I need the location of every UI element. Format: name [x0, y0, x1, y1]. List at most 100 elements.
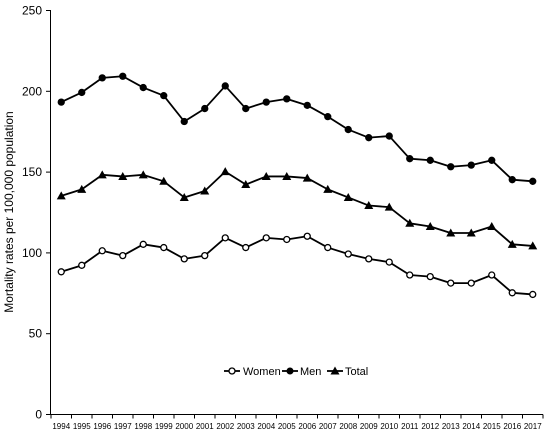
x-tick-label: 2004 — [257, 422, 275, 431]
x-tick-label: 2015 — [483, 422, 501, 431]
x-tick-label: 2017 — [524, 422, 542, 431]
x-tick-label: 1997 — [114, 422, 132, 431]
y-tick-label: 150 — [22, 165, 42, 179]
total-point-2003 — [241, 180, 251, 189]
women-point-2011 — [406, 271, 414, 279]
total-point-1998 — [138, 170, 148, 179]
total-point-2010 — [384, 202, 394, 211]
men-point-2008 — [344, 125, 352, 134]
x-tick-label: 2003 — [237, 422, 255, 431]
x-tick-label: 2002 — [216, 422, 234, 431]
women-point-2005 — [283, 235, 291, 244]
x-tick-label: 2000 — [175, 422, 193, 431]
x-tick-label: 1994 — [52, 422, 70, 431]
total-point-2004 — [261, 171, 271, 180]
x-tick-label: 1999 — [155, 422, 173, 431]
men-point-1997 — [119, 72, 127, 80]
legend: Women Men Total — [224, 366, 368, 378]
women-point-2006 — [303, 232, 311, 240]
total-point-1995 — [77, 184, 87, 193]
men-point-2005 — [283, 95, 291, 103]
total-point-2001 — [200, 186, 210, 195]
x-tick-label: 2008 — [339, 422, 357, 431]
y-tick-label: 100 — [22, 246, 42, 260]
legend-item-total: Total — [327, 366, 368, 378]
legend-total-label: Total — [345, 366, 368, 378]
men-point-2002 — [221, 82, 229, 90]
total-point-1997 — [118, 171, 128, 180]
x-tick-label: 2012 — [421, 422, 439, 431]
series-layer — [56, 72, 538, 299]
x-tick-label: 1998 — [134, 422, 152, 431]
legend-item-men: Men — [282, 366, 321, 378]
y-tick-label: 200 — [22, 84, 42, 98]
x-tick-label: 2007 — [319, 422, 337, 431]
x-tick-label: 2011 — [401, 422, 419, 431]
women-point-1997 — [119, 251, 127, 260]
total-point-2016 — [507, 239, 517, 248]
total-point-2008 — [343, 192, 353, 201]
men-point-2003 — [242, 104, 250, 113]
legend-women-label: Women — [243, 366, 281, 378]
men-point-1999 — [160, 91, 168, 100]
men-point-2014 — [467, 161, 475, 169]
legend-men-label: Men — [300, 366, 321, 378]
y-tick-label: 0 — [35, 408, 42, 422]
total-point-1999 — [159, 176, 169, 185]
men-point-2015 — [488, 156, 496, 164]
x-tick-label: 2009 — [360, 422, 378, 431]
women-point-1995 — [78, 261, 86, 269]
women-point-2015 — [488, 271, 496, 279]
total-point-2005 — [282, 171, 292, 180]
women-point-2017 — [529, 290, 537, 299]
x-tick-label: 2010 — [380, 422, 398, 431]
women-point-2004 — [262, 234, 270, 242]
men-point-2006 — [303, 101, 311, 109]
men-point-2013 — [447, 163, 455, 171]
total-point-2009 — [364, 201, 374, 210]
women-point-1994 — [57, 268, 65, 276]
men-point-2016 — [508, 176, 516, 184]
women-point-2010 — [385, 258, 393, 266]
total-point-2002 — [220, 167, 230, 176]
men-point-2001 — [201, 104, 209, 113]
women-point-1999 — [160, 243, 168, 252]
x-tick-label: 2014 — [462, 422, 480, 431]
total-point-1996 — [97, 170, 107, 179]
x-tick-label: 2013 — [442, 422, 460, 431]
x-tick-label: 1996 — [93, 422, 111, 431]
women-point-2009 — [365, 255, 373, 263]
men-point-1995 — [78, 88, 86, 97]
total-point-2014 — [466, 228, 476, 237]
women-point-2012 — [426, 272, 434, 281]
women-point-2008 — [344, 250, 352, 258]
women-point-2000 — [180, 255, 188, 263]
total-point-1994 — [56, 191, 66, 200]
total-point-2000 — [179, 192, 189, 201]
x-tick-label: 2001 — [196, 422, 214, 431]
women-point-2003 — [242, 243, 250, 252]
y-tick-label: 50 — [29, 327, 43, 341]
men-point-2017 — [529, 177, 537, 185]
men-point-2004 — [262, 98, 270, 106]
total-point-2015 — [487, 222, 497, 231]
total-point-2006 — [302, 173, 312, 182]
women-point-2001 — [201, 251, 209, 260]
y-axis-label: Mortality rates per 100,000 population — [2, 111, 16, 312]
total-point-2017 — [528, 241, 538, 250]
x-tick-label: 2016 — [503, 422, 521, 431]
women-point-1996 — [98, 247, 106, 255]
men-point-1994 — [57, 98, 65, 106]
total-point-2012 — [425, 222, 435, 231]
women-point-2013 — [447, 279, 455, 287]
men-point-2010 — [385, 132, 393, 140]
men-point-1996 — [98, 74, 106, 82]
men-point-2009 — [365, 134, 373, 142]
men-point-1998 — [139, 83, 147, 92]
men-point-2011 — [406, 155, 414, 163]
women-point-2007 — [324, 243, 332, 252]
women-point-2016 — [508, 289, 516, 297]
